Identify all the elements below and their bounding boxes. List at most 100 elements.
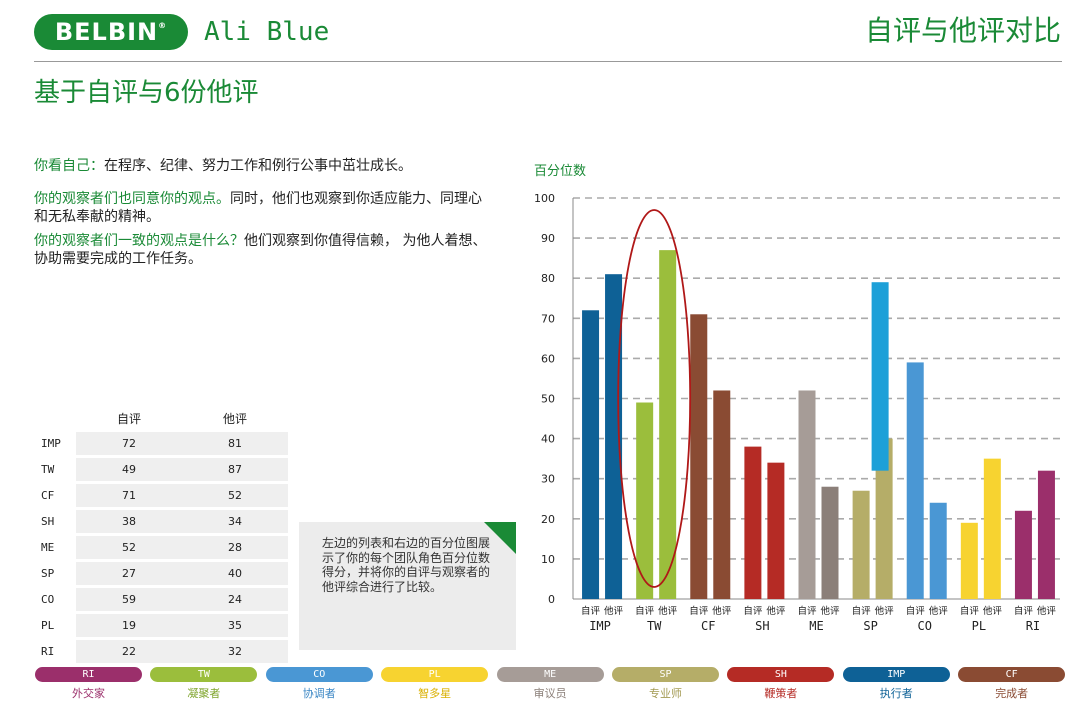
legend-code: SH	[727, 667, 835, 682]
note-corner-fold	[484, 522, 516, 554]
legend-item-pl: PL 智多星	[381, 667, 489, 701]
y-tick-label: 20	[541, 513, 555, 526]
row-observer-score: 40	[182, 562, 288, 585]
row-self-score: 72	[76, 432, 182, 455]
row-role: TW	[41, 463, 55, 476]
paragraph-text: 在程序、纪律、努力工作和例行公事中茁壮成长。	[104, 158, 412, 174]
paragraph-text: 同时，他们也观察到你适应能力、同理心和无私奉献的精神。	[34, 191, 482, 225]
bar-cf-self	[690, 314, 708, 599]
y-tick-label: 40	[541, 433, 555, 446]
row-observer-score: 32	[182, 640, 288, 663]
row-self-score: 49	[76, 458, 182, 481]
legend-label: 审议员	[533, 687, 567, 700]
legend-code: ME	[496, 667, 604, 682]
bar-sub-label: 自评	[1014, 605, 1034, 617]
belbin-logo: BELBIN®	[34, 14, 188, 50]
bar-imp-self	[582, 310, 600, 599]
legend-code: CF	[958, 667, 1066, 682]
paragraph-text: 他们观察到你值得信赖， 为他人着想、协助需要完成的工作任务。	[34, 233, 487, 267]
highlight-ellipse	[617, 209, 692, 588]
x-category-label: ME	[809, 619, 823, 633]
logo-text: BELBIN	[54, 18, 159, 46]
bar-sub-label: 他评	[1037, 605, 1057, 617]
y-tick-label: 10	[541, 553, 555, 566]
bar-sub-label: 自评	[581, 605, 601, 617]
table-row: IMP 72 81	[40, 432, 288, 455]
report-title: 自评与他评对比	[864, 14, 1061, 47]
bar-sub-label: 他评	[875, 605, 895, 617]
row-observer-score: 35	[182, 614, 288, 637]
row-role: SH	[41, 515, 55, 528]
x-category-label: TW	[647, 619, 662, 633]
table-header-blank	[40, 407, 76, 429]
legend-label: 鞭策者	[764, 687, 798, 700]
legend-label: 执行者	[879, 687, 913, 700]
row-role: ME	[41, 541, 55, 554]
bar-imp-observer	[605, 274, 623, 599]
legend-label: 完成者	[995, 687, 1029, 700]
bar-sub-label: 自评	[797, 605, 817, 617]
legend-label: 凝聚者	[187, 687, 221, 700]
person-name: Ali Blue	[204, 17, 330, 47]
x-category-label: CF	[701, 619, 715, 633]
bar-ri-self	[1014, 510, 1032, 599]
bar-sub-label: 自评	[743, 605, 763, 617]
bar-pl-observer	[983, 458, 1001, 599]
section-title: 基于自评与6份他评	[34, 78, 259, 108]
y-tick-label: 30	[541, 473, 555, 486]
score-table: 自评 他评 IMP 72 81 TW 49 87 CF 71 52 SH 38 34 ME 52 28 SP 2…	[40, 404, 288, 666]
bar-me-observer	[821, 486, 839, 599]
paragraph-consensus: 你的观察者们一致的观点是什么？他们观察到你值得信赖， 为他人着想、协助需要完成的…	[34, 232, 494, 268]
legend-label: 协调者	[302, 687, 336, 700]
legend-item-sh: SH 鞭策者	[727, 667, 835, 701]
legend-code: CO	[265, 667, 373, 682]
bar-sub-label: 自评	[852, 605, 872, 617]
row-self-score: 22	[76, 640, 182, 663]
row-self-score: 71	[76, 484, 182, 507]
paragraph-self-view: 你看自己：在程序、纪律、努力工作和例行公事中茁壮成长。	[34, 157, 494, 175]
x-category-label: IMP	[589, 619, 611, 633]
x-category-label: RI	[1026, 619, 1040, 633]
row-role: CO	[41, 593, 55, 606]
legend-item-cf: CF 完成者	[958, 667, 1066, 701]
bar-sub-label: 他评	[658, 605, 678, 617]
bar-cf-observer	[713, 390, 731, 599]
row-observer-score: 28	[182, 536, 288, 559]
legend-label: 专业师	[649, 687, 682, 700]
row-observer-score: 52	[182, 484, 288, 507]
table-row: RI 22 32	[40, 640, 288, 663]
bar-tw-self	[636, 402, 654, 599]
bar-sub-label: 他评	[929, 605, 949, 617]
legend-item-me: ME 审议员	[496, 667, 604, 701]
bar-co-observer	[929, 502, 947, 599]
row-observer-score: 87	[182, 458, 288, 481]
table-row: SH 38 34	[40, 510, 288, 533]
legend-item-ri: RI 外交家	[35, 667, 142, 701]
table-row: CO 59 24	[40, 588, 288, 611]
note-text: 左边的列表和右边的百分位图展示了你的每个团队角色百分位数得分，并将你的自评与观察…	[322, 536, 491, 594]
legend-label: 外交家	[72, 687, 105, 700]
bar-sh-observer	[767, 462, 785, 599]
bar-sub-label: 他评	[766, 605, 786, 617]
legend-code: TW	[150, 667, 258, 682]
x-category-label: PL	[972, 619, 986, 633]
y-tick-label: 60	[541, 352, 555, 365]
paragraph-lead: 你看自己：	[34, 158, 104, 174]
y-tick-label: 90	[541, 232, 555, 245]
legend-item-sp: SP 专业师	[612, 667, 719, 701]
legend-code: RI	[35, 667, 142, 682]
row-self-score: 52	[76, 536, 182, 559]
bar-sp-observer	[875, 438, 893, 599]
bar-sub-label: 他评	[983, 605, 1003, 617]
bar-sub-label: 自评	[689, 605, 709, 617]
bar-sub-label: 自评	[635, 605, 655, 617]
bar-sp-self	[852, 490, 870, 599]
legend-code: IMP	[842, 667, 950, 682]
bar-sub-label: 他评	[712, 605, 732, 617]
legend-label: 智多星	[418, 687, 452, 700]
row-role: RI	[41, 645, 55, 658]
paragraph-lead: 你的观察者们也同意你的观点。	[34, 191, 230, 207]
paragraph-lead: 你的观察者们一致的观点是什么？	[34, 233, 244, 249]
table-header-row: 自评 他评	[40, 407, 288, 429]
